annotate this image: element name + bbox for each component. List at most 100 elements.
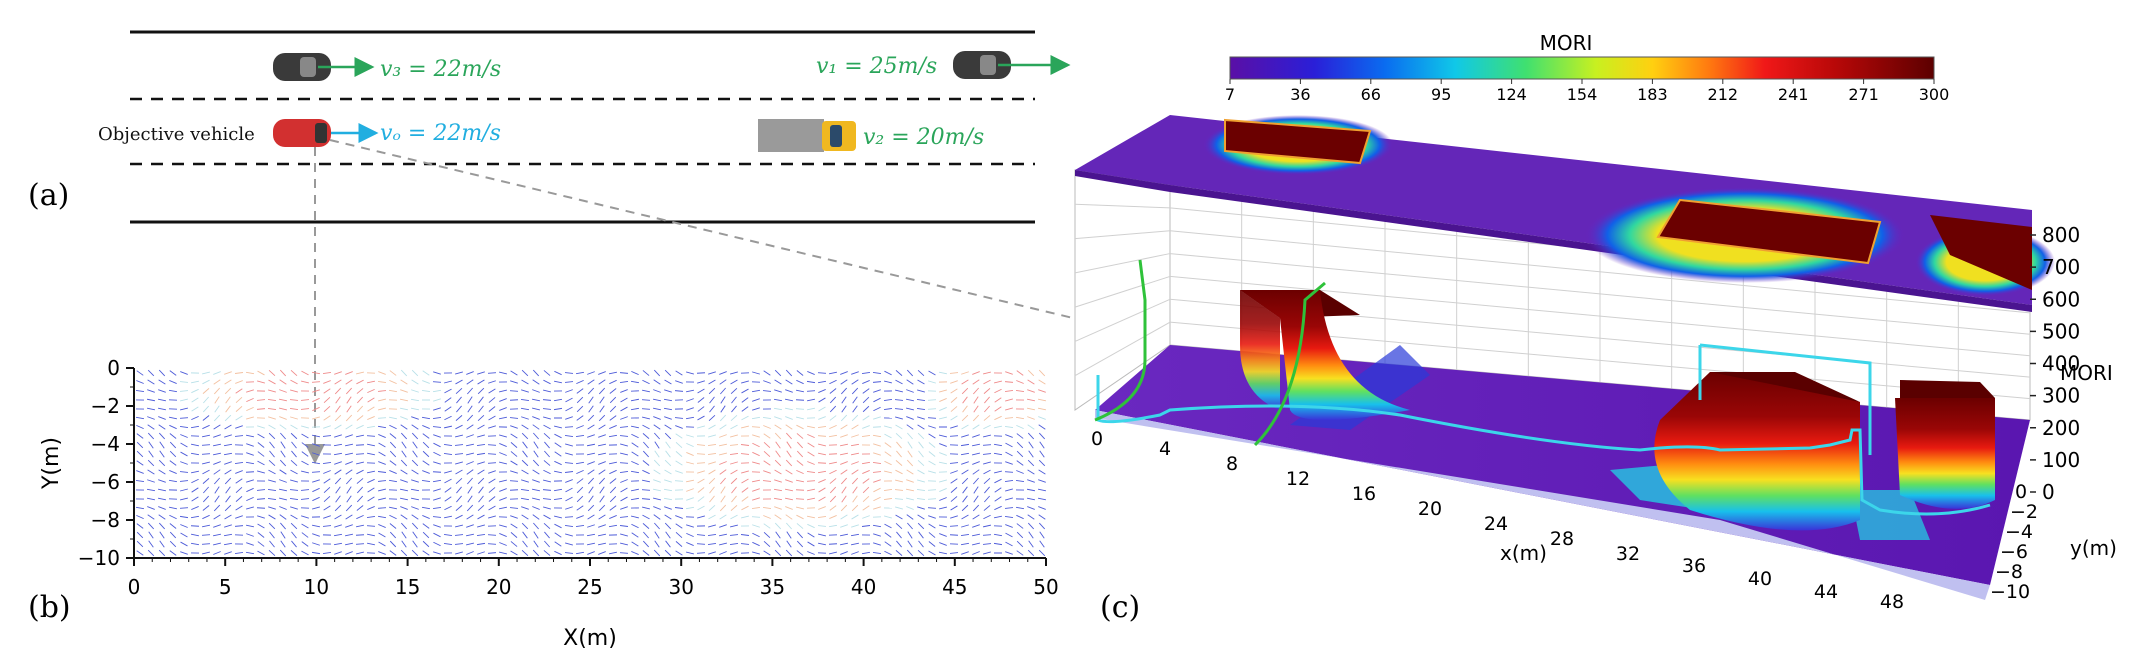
z-tick-label: 400 (2042, 352, 2080, 376)
field-vector (159, 531, 165, 539)
field-vector (432, 426, 442, 428)
field-vector (972, 434, 980, 438)
field-vector (466, 452, 474, 456)
field-vector (323, 470, 331, 474)
field-vector (564, 516, 574, 518)
field-vector (818, 443, 826, 447)
field-vector (1027, 369, 1035, 377)
field-vector (949, 435, 959, 437)
field-vector (598, 434, 606, 438)
field-vector (147, 506, 155, 510)
field-vector (895, 479, 903, 483)
field-vector (466, 514, 474, 520)
field-vector (1027, 514, 1035, 520)
field-vector (907, 522, 913, 530)
field-vector (487, 534, 497, 536)
field-vector (752, 497, 760, 501)
field-vector (586, 533, 596, 537)
field-vector (246, 397, 254, 403)
field-vector (345, 461, 353, 465)
field-vector (422, 380, 430, 384)
field-vector (223, 452, 233, 456)
field-vector (654, 531, 660, 539)
field-vector (873, 397, 881, 403)
field-vector (719, 452, 727, 456)
field-vector (983, 551, 991, 555)
field-vector (949, 552, 959, 554)
field-vector (841, 405, 847, 413)
field-vector (786, 531, 792, 539)
field-vector (740, 453, 750, 455)
field-vector (917, 459, 925, 467)
field-vector (410, 407, 420, 411)
field-vector (158, 549, 166, 557)
field-vector (532, 379, 540, 385)
field-vector (213, 434, 221, 438)
field-vector (1027, 469, 1035, 475)
field-vector (653, 459, 661, 467)
field-vector (630, 407, 640, 411)
field-vector (322, 525, 332, 527)
field-vector (290, 514, 298, 520)
field-vector (1004, 417, 1014, 419)
field-vector (586, 542, 596, 546)
field-vector (366, 542, 376, 546)
field-vector (279, 424, 287, 430)
field-vector (158, 416, 166, 420)
field-vector (565, 506, 573, 510)
field-vector (774, 522, 782, 530)
field-vector (696, 543, 706, 545)
colorbar-tick-label: 241 (1778, 85, 1809, 104)
field-vector (521, 514, 529, 520)
field-vector (433, 461, 441, 465)
field-vector (762, 390, 772, 392)
z-tick-label: 300 (2042, 384, 2080, 408)
y-tick-label: −10 (1990, 581, 2030, 603)
field-vector (499, 434, 507, 438)
field-vector (532, 389, 540, 393)
field-vector (301, 470, 309, 474)
field-vector (213, 414, 221, 422)
field-vector (774, 379, 782, 385)
field-vector (190, 380, 200, 384)
field-vector (487, 372, 497, 374)
field-vector (850, 533, 860, 537)
field-vector (1016, 380, 1024, 384)
field-vector (543, 389, 551, 393)
field-vector (246, 443, 254, 447)
field-vector (642, 469, 650, 475)
field-vector (785, 424, 793, 430)
field-vector (388, 389, 398, 393)
field-vector (852, 405, 858, 413)
field-vector (544, 531, 550, 539)
field-vector (730, 371, 738, 375)
field-vector (928, 451, 936, 457)
field-vector (488, 478, 496, 484)
field-vector (852, 486, 858, 494)
field-vector (829, 424, 837, 430)
field-vector (190, 443, 200, 447)
field-vector (136, 450, 144, 458)
field-vector (279, 416, 287, 420)
field-vector (389, 540, 397, 548)
field-vector (1016, 424, 1024, 430)
field-vector (179, 480, 189, 482)
field-vector (708, 371, 716, 375)
field-vector (784, 398, 794, 402)
field-vector (872, 371, 882, 375)
field-vector (960, 452, 970, 456)
field-vector (400, 416, 408, 420)
field-vector (443, 515, 453, 519)
field-vector (214, 405, 220, 413)
field-vector (146, 398, 156, 402)
field-vector (609, 388, 617, 394)
field-vector (444, 406, 452, 412)
field-vector (862, 415, 870, 421)
field-vector (532, 506, 540, 510)
field-vector (829, 495, 837, 503)
field-vector (795, 498, 805, 500)
field-vector (1016, 470, 1024, 474)
field-vector (587, 371, 595, 375)
field-vector (564, 372, 574, 374)
